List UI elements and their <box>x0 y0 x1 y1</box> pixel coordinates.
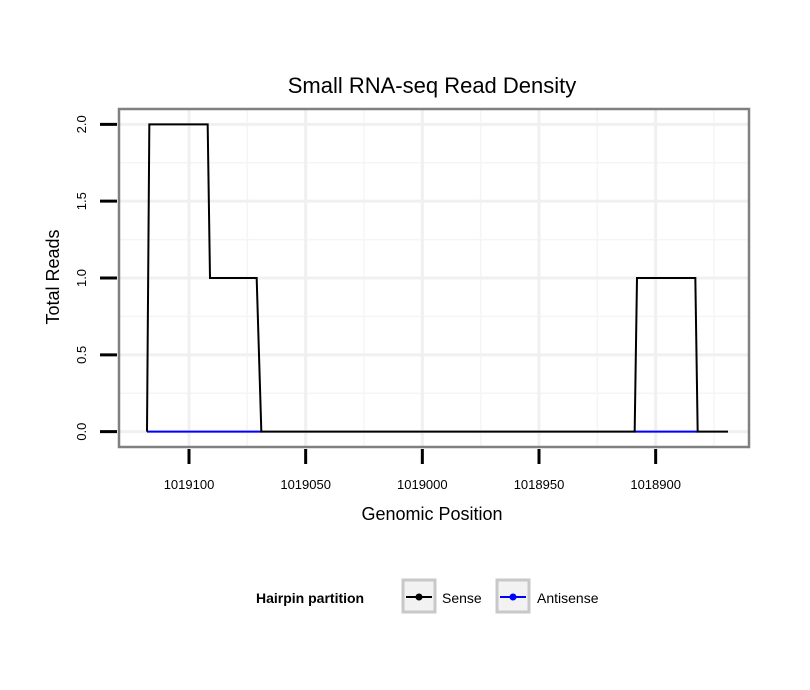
x-tick-label: 1018900 <box>630 477 681 492</box>
x-tick-label: 1019050 <box>280 477 331 492</box>
x-axis: 1019100 1019050 1019000 1018950 1018900 <box>164 449 681 492</box>
series-line-sense <box>146 123 728 433</box>
plot-border <box>117 107 751 449</box>
y-tick-label: 1.5 <box>74 192 89 210</box>
legend-title: Hairpin partition <box>256 590 364 606</box>
x-tick-label: 1019000 <box>397 477 448 492</box>
x-tick-label: 1019100 <box>164 477 215 492</box>
legend-point-sense <box>415 593 423 601</box>
series-layer <box>146 123 728 433</box>
y-tick-label: 2.0 <box>74 115 89 133</box>
legend: Hairpin partition Sense Antisense <box>256 578 599 614</box>
x-tick-label: 1018950 <box>514 477 565 492</box>
legend-label-sense: Sense <box>442 590 482 606</box>
y-tick-label: 1.0 <box>74 269 89 287</box>
y-axis-title: Total Reads <box>43 229 63 324</box>
x-axis-title: Genomic Position <box>361 504 502 524</box>
y-axis: 0.0 0.5 1.0 1.5 2.0 <box>74 115 117 441</box>
legend-point-antisense <box>509 593 517 601</box>
y-tick-label: 0.0 <box>74 423 89 441</box>
legend-label-antisense: Antisense <box>537 590 599 606</box>
y-tick-label: 0.5 <box>74 346 89 364</box>
chart-title: Small RNA-seq Read Density <box>288 73 577 98</box>
